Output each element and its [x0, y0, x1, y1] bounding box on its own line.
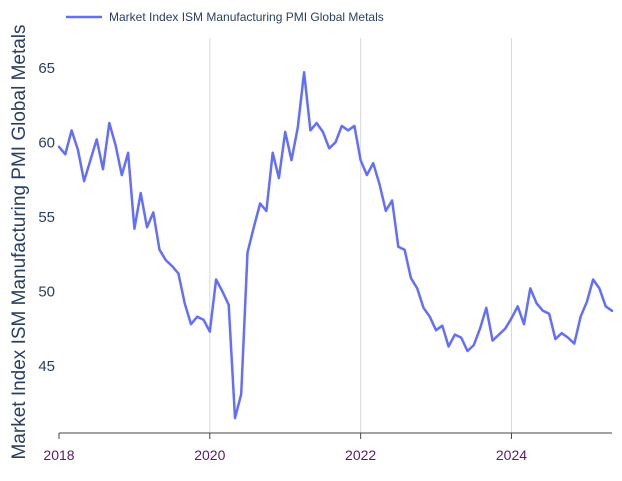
x-tick-label: 2020 — [194, 447, 225, 463]
legend[interactable]: Market Index ISM Manufacturing PMI Globa… — [66, 10, 384, 24]
legend-label: Market Index ISM Manufacturing PMI Globa… — [109, 10, 384, 24]
y-axis-label: Market Index ISM Manufacturing PMI Globa… — [9, 24, 30, 459]
y-tick-label: 50 — [38, 283, 55, 300]
y-axis-ticks: 45 50 55 60 65 — [38, 60, 55, 375]
y-tick-label: 55 — [38, 209, 55, 226]
series-line[interactable] — [57, 71, 614, 420]
gridlines — [209, 38, 512, 433]
x-tick-label: 2022 — [345, 447, 376, 463]
y-tick-label: 45 — [38, 358, 55, 375]
x-tick-label: 2024 — [496, 447, 527, 463]
x-axis-ticks: 2018 2020 2022 2024 — [43, 433, 527, 463]
y-tick-label: 65 — [38, 60, 55, 77]
y-tick-label: 60 — [38, 134, 55, 151]
x-tick-label: 2018 — [43, 447, 74, 463]
